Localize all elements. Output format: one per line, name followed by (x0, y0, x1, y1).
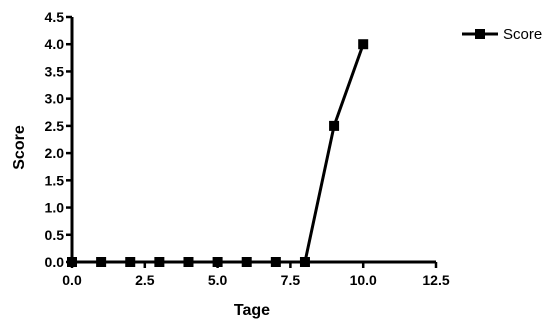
legend-label: Score (503, 26, 542, 43)
legend-marker (475, 29, 485, 39)
y-tick-label: 3.5 (45, 63, 65, 79)
y-tick-label: 0.0 (45, 254, 65, 270)
y-axis-title: Score (11, 125, 28, 170)
y-tick-label: 2.0 (45, 145, 65, 161)
series-layer (67, 39, 369, 267)
x-axis-title: Tage (234, 302, 270, 319)
legend: Score (462, 26, 542, 43)
data-point (212, 257, 223, 267)
axes: 0.0 0.5 1.0 1.5 2.0 2.5 3.0 3.5 4.0 4.5 0.0 2.5 5.0 7… (45, 9, 450, 288)
data-point (183, 257, 194, 267)
data-point (67, 257, 77, 267)
y-tick-label: 0.5 (45, 227, 65, 243)
data-point (329, 120, 340, 131)
x-tick-label: 12.5 (422, 272, 449, 288)
y-tick-label: 3.0 (45, 91, 65, 107)
data-point (358, 39, 369, 50)
y-tick-label: 1.5 (45, 172, 65, 188)
data-point (270, 257, 281, 267)
series-line (72, 43, 365, 264)
x-tick-label: 2.5 (135, 272, 155, 288)
data-point (154, 257, 165, 267)
y-tick-label: 4.0 (45, 36, 65, 52)
x-tick-label: 10.0 (350, 272, 377, 288)
data-point (125, 257, 136, 267)
data-point (96, 257, 107, 267)
data-point (299, 257, 310, 267)
y-tick-label: 4.5 (45, 9, 65, 25)
data-point (241, 257, 252, 267)
y-tick-label: 1.0 (45, 200, 65, 216)
x-tick-label: 5.0 (208, 272, 228, 288)
x-tick-label: 0.0 (62, 272, 82, 288)
x-tick-label: 7.5 (281, 272, 301, 288)
y-tick-label: 2.5 (45, 118, 65, 134)
